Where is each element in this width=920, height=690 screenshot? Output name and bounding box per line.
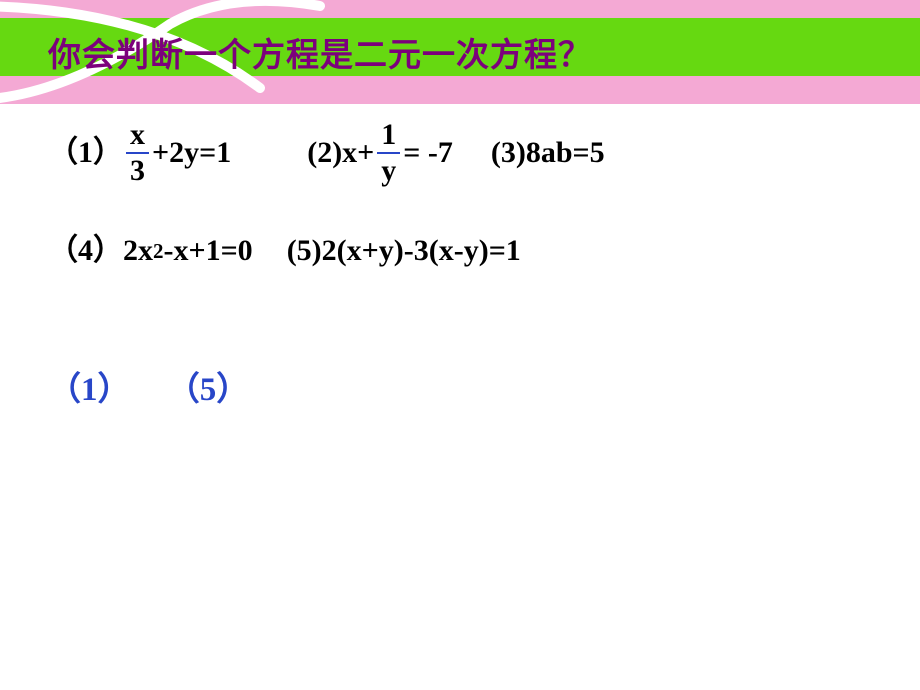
eq4-pre: （4）2x (48, 230, 153, 272)
equation-row-2: （4）2x2-x+1=0 (5)2(x+y)-3(x-y)=1 (48, 230, 880, 272)
eq3-text: (3)8ab=5 (491, 138, 605, 168)
answers: （1） （5） (48, 362, 880, 410)
slide-title: 你会判断一个方程是二元一次方程？ (48, 28, 592, 76)
eq1-frac-num: x (126, 120, 149, 152)
content-area: （1） x 3 +2y=1 (2)x+ 1 y = -7 (3)8ab=5 （4… (48, 120, 880, 410)
eq1-label: （1） (48, 138, 123, 168)
equation-2: (2)x+ 1 y = -7 (307, 120, 453, 186)
equation-1: （1） x 3 +2y=1 (48, 120, 231, 186)
eq1-fraction: x 3 (126, 120, 149, 186)
eq2-frac-num: 1 (377, 120, 400, 152)
band-pink-top (0, 0, 920, 20)
equation-4: （4）2x2-x+1=0 (48, 230, 253, 272)
eq2-label: (2)x+ (307, 138, 374, 168)
equation-5: (5)2(x+y)-3(x-y)=1 (287, 230, 521, 272)
answer-2: （5） (167, 372, 250, 408)
eq4-post: -x+1=0 (164, 230, 253, 272)
equation-row-1: （1） x 3 +2y=1 (2)x+ 1 y = -7 (3)8ab=5 (48, 120, 880, 186)
eq5-text: (5)2(x+y)-3(x-y)=1 (287, 230, 521, 272)
eq2-tail: = -7 (403, 138, 453, 168)
eq1-frac-den: 3 (126, 154, 149, 186)
eq2-frac-den: y (377, 154, 400, 186)
answer-1: （1） (48, 372, 131, 408)
band-pink-bottom (0, 76, 920, 104)
eq1-tail: +2y=1 (152, 138, 231, 168)
header-band: 你会判断一个方程是二元一次方程？ (0, 0, 920, 100)
eq2-fraction: 1 y (377, 120, 400, 186)
equation-3: (3)8ab=5 (491, 138, 605, 168)
